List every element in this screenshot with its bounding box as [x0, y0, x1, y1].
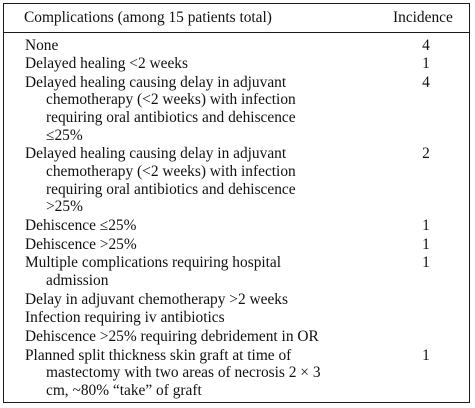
complication-text-line: Dehiscence >25%: [25, 235, 137, 253]
complication-text-line: chemotherapy (<2 weeks) with infection: [46, 91, 296, 109]
complication-text-line: >25%: [46, 198, 83, 216]
complication-cell: Multiple complications requiring hospita…: [25, 254, 355, 289]
table-row: Delayed healing causing delay in adjuvan…: [4, 145, 469, 215]
complication-cell: Dehiscence >25%: [25, 236, 355, 254]
complication-text-line: Delayed healing causing delay in adjuvan…: [25, 145, 287, 163]
complication-cell: Dehiscence >25% requiring debridement in…: [25, 328, 355, 346]
complication-text-line: Planned split thickness skin graft at ti…: [25, 346, 292, 364]
complication-cell: Delayed healing causing delay in adjuvan…: [25, 74, 355, 144]
table-row: Dehiscence >25% requiring debridement in…: [4, 328, 469, 346]
complication-text-line: ≤25%: [46, 126, 83, 144]
complication-text-line: Multiple complications requiring hospita…: [25, 254, 282, 272]
table-row: Planned split thickness skin graft at ti…: [4, 347, 469, 400]
table-row: Dehiscence >25% 1: [4, 236, 469, 254]
incidence-cell: 1: [422, 254, 430, 272]
complication-text-line: admission: [46, 271, 109, 289]
complication-text-line: Dehiscence >25% requiring debridement in…: [25, 328, 319, 345]
complication-cell: Infection requiring iv antibiotics: [25, 309, 355, 327]
complication-text-line: Dehiscence ≤25%: [25, 216, 137, 234]
complication-cell: Delay in adjuvant chemotherapy >2 weeks: [25, 291, 355, 309]
table-row: Dehiscence ≤25% 1: [4, 217, 469, 235]
table-header: Complications (among 15 patients total) …: [4, 4, 469, 33]
complications-table: Complications (among 15 patients total) …: [3, 3, 470, 403]
incidence-cell: 1: [422, 346, 430, 364]
complication-text-line: requiring oral antibiotics and dehiscenc…: [46, 109, 296, 127]
incidence-cell: 4: [422, 36, 430, 54]
complication-cell: Delayed healing causing delay in adjuvan…: [25, 145, 355, 215]
incidence-cell: 1: [422, 55, 430, 73]
complication-text-line: requiring oral antibiotics and dehiscenc…: [46, 180, 296, 198]
complication-text-line: cm, ~80% “take” of graft: [46, 381, 202, 399]
complication-text-line: chemotherapy (<2 weeks) with infection: [46, 162, 296, 180]
header-incidence: Incidence: [393, 9, 453, 26]
complication-text-line: Delay in adjuvant chemotherapy >2 weeks: [25, 290, 288, 308]
table-row: Delayed healing causing delay in adjuvan…: [4, 74, 469, 144]
incidence-cell: 2: [422, 145, 430, 163]
incidence-cell: 4: [422, 73, 430, 91]
header-complications: Complications (among 15 patients total): [24, 9, 272, 26]
complication-text-line: mastectomy with two areas of necrosis 2 …: [46, 364, 321, 382]
complication-cell: Delayed healing <2 weeks: [25, 55, 355, 73]
table-row: Infection requiring iv antibiotics: [4, 309, 469, 327]
complication-text-line: None: [25, 36, 59, 54]
table-row: Delayed healing <2 weeks 1: [4, 55, 469, 73]
complication-cell: Dehiscence ≤25%: [25, 217, 355, 235]
incidence-cell: 1: [422, 235, 430, 253]
incidence-cell: 1: [422, 216, 430, 234]
complication-text-line: Delayed healing <2 weeks: [25, 55, 188, 73]
complication-cell: None: [25, 37, 355, 55]
complication-cell: Planned split thickness skin graft at ti…: [25, 347, 355, 400]
complication-text-line: Delayed healing causing delay in adjuvan…: [25, 73, 287, 91]
complication-text-line: Infection requiring iv antibiotics: [25, 309, 225, 327]
table-row: Delay in adjuvant chemotherapy >2 weeks: [4, 291, 469, 309]
table-row: None 4: [4, 37, 469, 55]
table-row: Multiple complications requiring hospita…: [4, 254, 469, 289]
